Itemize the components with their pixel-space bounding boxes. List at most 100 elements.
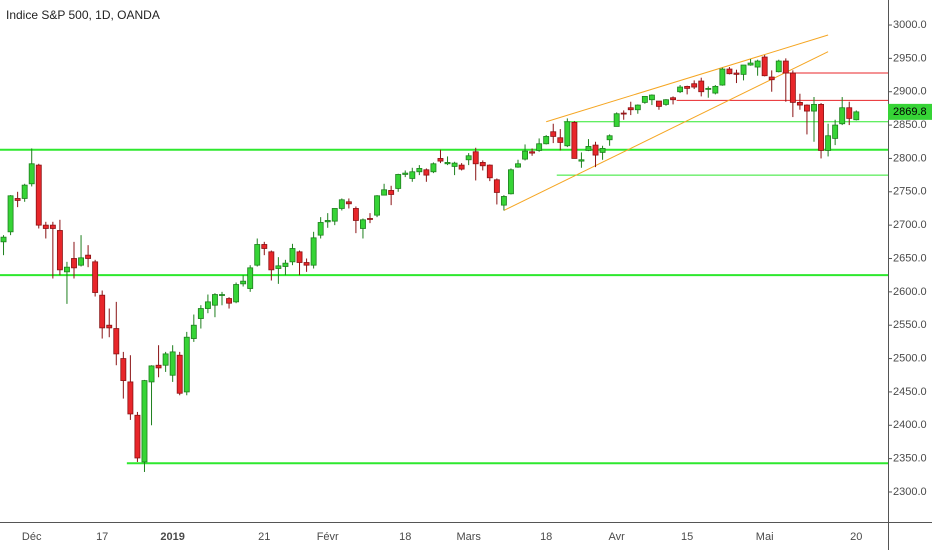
candle-body (719, 68, 726, 86)
candle-body (296, 251, 303, 263)
candle-body (289, 248, 296, 263)
y-tick-label: 2850.0 (893, 119, 927, 131)
candle-body (7, 195, 14, 233)
candle-body (578, 159, 585, 162)
candle-body (268, 251, 275, 271)
candle-body (190, 324, 197, 339)
candle-body (120, 358, 127, 381)
candle-body (360, 219, 366, 229)
x-tick-label: 18 (540, 531, 552, 543)
y-tick-label: 2400.0 (893, 419, 927, 431)
candle-body (374, 195, 380, 216)
candle-body (522, 150, 528, 160)
candle-body (331, 208, 338, 222)
candle-body (254, 244, 261, 266)
candle-body (183, 336, 190, 393)
candle-body (733, 72, 740, 75)
candle-body (14, 198, 21, 201)
candle-body (85, 254, 92, 259)
candle-body (134, 414, 141, 459)
candle-body (465, 155, 472, 161)
candle-body (148, 365, 155, 383)
candle-body (113, 328, 120, 355)
y-tick-label: 2300.0 (893, 486, 927, 498)
x-tick-label: Févr (317, 531, 339, 543)
candle-body (310, 237, 317, 266)
candle-body (839, 107, 846, 125)
candle-body (670, 97, 676, 101)
candle-body (691, 83, 698, 88)
candle-body (141, 380, 148, 463)
candle-body (557, 137, 564, 143)
candle-body (543, 136, 550, 145)
candle-body (226, 298, 232, 304)
candle-body (99, 294, 106, 329)
x-tick-label: 20 (850, 531, 862, 543)
candle-body (634, 104, 641, 111)
candle-body (395, 174, 402, 189)
candle-body (155, 364, 162, 369)
candle-body (437, 158, 444, 162)
candle-body (818, 104, 824, 151)
candle-body (663, 99, 669, 105)
candle-body (832, 124, 839, 139)
chart-title: Indice S&P 500, 1D, OANDA (6, 8, 160, 22)
y-tick-label: 2600.0 (893, 286, 927, 298)
candle-body (21, 184, 28, 199)
y-tick-label: 2700.0 (893, 219, 927, 231)
candle-body (804, 104, 810, 112)
x-tick-label: Déc (22, 531, 42, 543)
candle-body (275, 265, 282, 269)
candle-body (712, 85, 719, 94)
candle-body (768, 76, 775, 81)
candle-body (423, 169, 430, 176)
y-tick-label: 2800.0 (893, 152, 927, 164)
x-tick-label: Avr (609, 531, 626, 543)
candle-body (726, 68, 733, 75)
candle-body (240, 280, 247, 285)
candle-body (536, 143, 543, 151)
candle-body (500, 196, 507, 206)
candle-body (64, 266, 70, 273)
candle-body (789, 72, 796, 103)
candle-body (352, 208, 359, 221)
candle-body (176, 354, 183, 394)
candle-body (571, 122, 578, 159)
candle-body (550, 131, 557, 137)
candle-body (42, 224, 49, 229)
candle-body (472, 151, 479, 165)
candle-body (677, 86, 684, 93)
candle-body (430, 163, 437, 173)
candle-body (782, 60, 789, 74)
candle-body (444, 162, 451, 165)
candle-body (204, 301, 211, 309)
candle-body (35, 164, 42, 226)
candle-body (78, 257, 84, 266)
candle-body (416, 168, 423, 173)
x-tick-label: Mars (456, 531, 481, 543)
x-tick-label: 17 (96, 531, 108, 543)
candle-body (169, 351, 176, 376)
candle-body (409, 171, 416, 179)
candle-body (747, 62, 754, 66)
candle-body (627, 107, 634, 111)
candle-body (656, 100, 662, 107)
candle-body (261, 244, 268, 249)
candle-body (620, 112, 627, 115)
trend-line (546, 34, 829, 123)
candle-body (564, 121, 571, 147)
candle-body (811, 104, 817, 112)
candle-body (853, 111, 860, 121)
candle-body (599, 148, 606, 153)
candle-body (754, 60, 761, 68)
candle-body (684, 85, 691, 89)
candle-body (508, 169, 514, 195)
candle-body (282, 262, 289, 267)
candle-body (162, 353, 169, 366)
candle-body (775, 60, 782, 73)
y-tick-label: 2950.0 (893, 52, 927, 64)
y-tick-label: 2650.0 (893, 252, 927, 264)
candle-body (705, 87, 712, 90)
candle-body (49, 224, 56, 229)
